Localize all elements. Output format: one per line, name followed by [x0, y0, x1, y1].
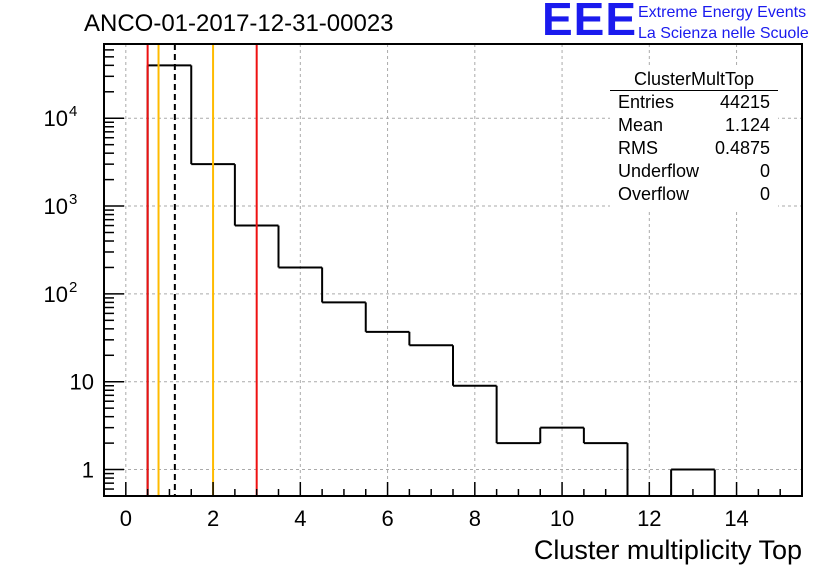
x-tick-label: 14	[724, 506, 748, 531]
histogram-bin	[364, 302, 410, 333]
x-tick-label: 12	[637, 506, 661, 531]
stats-label: Underflow	[618, 161, 700, 181]
stats-label: Entries	[618, 92, 675, 112]
stats-value: 0.4875	[714, 138, 770, 158]
y-tick-exponent: 2	[69, 279, 77, 296]
stats-title: ClusterMultTop	[610, 68, 778, 91]
stats-row-rms: RMS 0.4875	[610, 137, 778, 160]
x-tick-label: 2	[207, 506, 219, 531]
stats-row-mean: Mean 1.124	[610, 114, 778, 137]
y-tick-label: 10	[44, 282, 68, 307]
histogram-bin	[452, 345, 497, 387]
x-tick-label: 0	[120, 506, 132, 531]
histogram-bin	[146, 64, 192, 496]
stats-label: RMS	[618, 138, 658, 158]
stats-box: ClusterMultTop Entries 44215 Mean 1.124 …	[610, 68, 778, 212]
x-tick-label: 10	[550, 506, 574, 531]
logo-tagline-1: Extreme Energy Events	[638, 4, 807, 21]
y-tick-label: 1	[82, 458, 94, 483]
histogram-bin	[539, 426, 584, 444]
histogram-bin	[277, 225, 323, 269]
stats-row-entries: Entries 44215	[610, 91, 778, 114]
y-tick-label: 10	[70, 370, 94, 395]
chart-title: ANCO-01-2017-12-31-00023	[84, 10, 394, 37]
stats-value: 0	[759, 161, 770, 181]
histogram-bin	[495, 385, 541, 445]
y-tick-exponent: 3	[69, 191, 77, 208]
stats-label: Overflow	[618, 184, 690, 204]
histogram-bin	[321, 267, 366, 304]
stats-label: Mean	[618, 115, 664, 135]
stats-value: 1.124	[724, 115, 770, 135]
stats-value: 44215	[719, 92, 770, 112]
histogram-bin	[582, 427, 629, 496]
stats-row-overflow: Overflow 0	[610, 183, 778, 206]
x-tick-label: 4	[294, 506, 306, 531]
logo-mark: EEE	[542, 0, 638, 45]
y-tick-label: 10	[44, 194, 68, 219]
x-tick-label: 8	[469, 506, 481, 531]
eee-logo: EEE Extreme Energy Events La Scienza nel…	[542, 0, 832, 46]
x-tick-label: 6	[381, 506, 393, 531]
ticks-layer	[104, 43, 803, 497]
logo-tagline-2: La Scienza nelle Scuole	[638, 25, 809, 42]
stats-value: 0	[759, 184, 770, 204]
x-axis-label: Cluster multiplicity Top	[534, 535, 802, 565]
stats-row-underflow: Underflow 0	[610, 160, 778, 183]
y-tick-label: 10	[44, 106, 68, 131]
y-tick-exponent: 4	[69, 103, 77, 120]
vertical-lines-layer	[146, 44, 258, 496]
histogram-bin	[408, 331, 453, 347]
